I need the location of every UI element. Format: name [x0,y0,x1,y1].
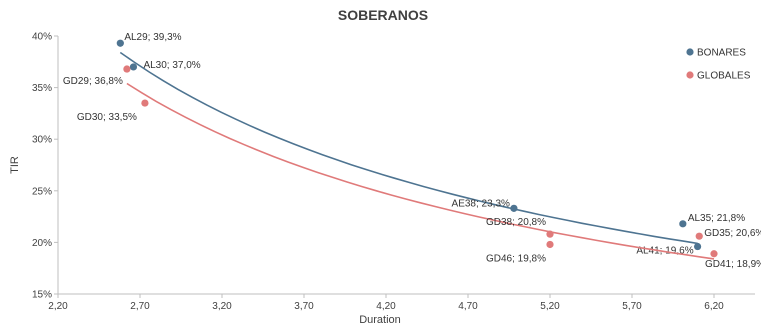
y-tick-label: 35% [32,83,52,94]
x-tick-label: 2,70 [130,301,150,312]
chart-title: SOBERANOS [338,7,428,23]
data-point-bonares [694,242,702,251]
legend-marker-globales [686,71,694,79]
data-label: AL35; 21,8% [688,213,745,224]
data-label: AL29; 39,3% [124,32,181,43]
legend-label-globales: GLOBALES [697,71,751,82]
data-label: AE38; 23,3% [452,198,510,209]
data-point-bonares [129,63,138,71]
data-label: GD41; 18,9% [705,259,761,270]
y-tick-label: 40% [32,32,52,43]
plot-area: 15% 20% 25% 30% 35% 40% 2,20 2,70 3,20 3,70 4,20 4,… [32,32,761,313]
legend-label-bonares: BONARES [697,48,746,59]
y-tick-label: 30% [32,135,52,146]
data-point-globales [546,230,554,238]
data-label: GD29; 36,8% [63,76,123,87]
data-label: GD38; 20,8% [486,217,546,228]
x-tick-label: 4,70 [458,301,478,312]
y-tick-label: 25% [32,186,52,197]
data-point-globales [546,240,554,249]
data-label: GD35; 20,6% [704,228,761,239]
y-tick-label: 20% [32,238,52,249]
x-tick-label: 6,20 [704,301,724,312]
y-tick-label: 15% [32,290,52,301]
trendline-globales [126,82,715,260]
x-axis-label: Duration [359,314,401,325]
x-tick-label: 2,20 [48,301,68,312]
data-label: AL30; 37,0% [143,60,200,71]
x-tick-label: 4,20 [376,301,396,312]
x-tick-label: 3,70 [294,301,314,312]
trendline-bonares [119,51,698,245]
data-point-globales [123,65,131,73]
data-label: GD30; 33,5% [77,112,137,123]
x-tick-label: 5,70 [622,301,642,312]
data-point-bonares [510,204,518,212]
x-tick-label: 3,20 [212,301,232,312]
legend-marker-bonares [686,48,694,56]
data-point-globales [141,99,149,107]
legend: BONARES GLOBALES [686,48,751,82]
data-label: GD46; 19,8% [486,253,546,264]
data-point-bonares [116,39,124,47]
data-point-globales [695,232,703,240]
data-point-bonares [679,220,687,228]
x-tick-label: 5,20 [540,301,560,312]
y-axis-label: TIR [9,156,21,174]
data-point-globales [710,250,718,258]
